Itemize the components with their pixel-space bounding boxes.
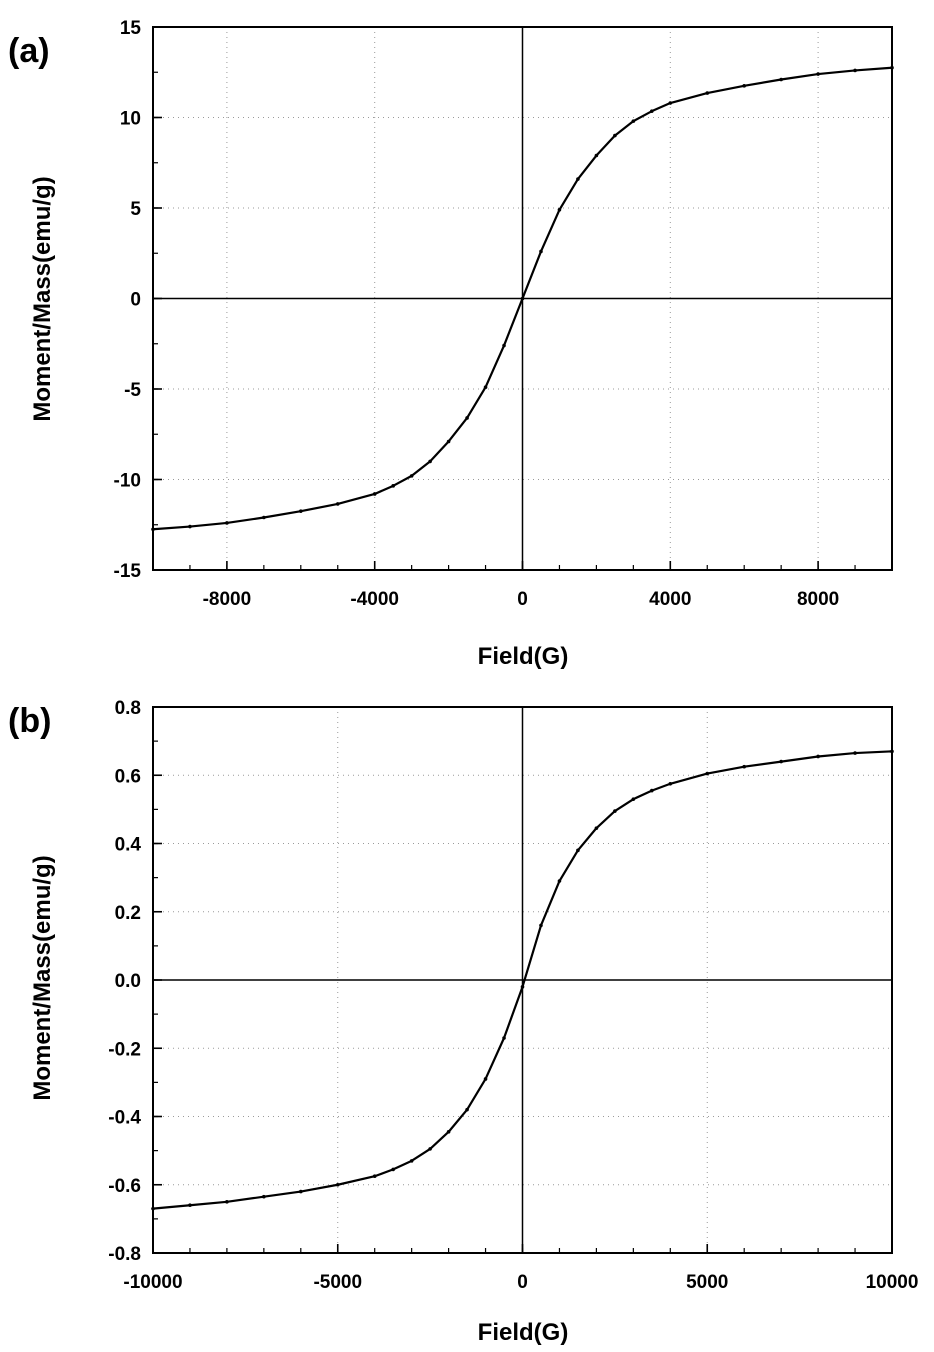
- data-point-b-27: [853, 751, 857, 755]
- y-tick-label-b-5: 0.2: [115, 903, 141, 924]
- data-point-b-25: [779, 759, 783, 764]
- x-axis-label-b: Field(G): [478, 1319, 569, 1346]
- chart-panel-b: (b) Field(G) Moment/Mass(emu/g) -10000 -5…: [8, 698, 918, 1346]
- data-point-a-15: [539, 249, 543, 254]
- data-point-a-6: [372, 492, 377, 496]
- data-point-b-9: [428, 1147, 432, 1151]
- y-tick-label-a-6: 15: [120, 18, 142, 39]
- y-tick-label-a-2: -5: [124, 380, 141, 401]
- data-point-b-18: [594, 826, 599, 830]
- data-point-b-4: [299, 1189, 303, 1194]
- data-point-b-24: [742, 764, 746, 769]
- data-point-b-15: [539, 923, 543, 928]
- data-point-b-10: [446, 1130, 451, 1134]
- data-point-a-23: [705, 91, 710, 95]
- data-point-a-9: [428, 459, 432, 464]
- data-point-a-22: [668, 101, 673, 105]
- data-point-b-26: [816, 754, 820, 759]
- data-point-a-28: [890, 65, 894, 70]
- x-tick-label-b-0: -10000: [123, 1272, 182, 1293]
- data-point-b-1: [188, 1203, 192, 1208]
- chart-panel-a: (a) Field(G) Moment/Mass(emu/g) -8000 -40…: [8, 18, 894, 670]
- data-point-b-12: [483, 1077, 488, 1081]
- data-point-b-13: [502, 1036, 506, 1040]
- data-point-b-14: [520, 985, 525, 989]
- data-point-a-1: [188, 524, 192, 529]
- data-point-b-5: [335, 1182, 340, 1187]
- data-point-a-19: [613, 133, 617, 138]
- data-point-a-18: [594, 153, 599, 158]
- data-point-b-0: [151, 1206, 155, 1211]
- data-point-a-7: [391, 484, 395, 488]
- y-tick-label-b-4: 0.0: [115, 971, 141, 992]
- data-point-b-16: [557, 879, 562, 883]
- data-point-a-0: [151, 527, 155, 532]
- panel-label-a: (a): [8, 32, 50, 70]
- panel-label-b: (b): [8, 702, 51, 740]
- x-tick-label-a-3: 4000: [649, 589, 691, 610]
- x-tick-label-b-3: 5000: [686, 1272, 728, 1293]
- data-point-a-8: [409, 474, 414, 478]
- data-point-b-22: [668, 781, 673, 786]
- y-tick-label-b-0: -0.8: [108, 1244, 141, 1265]
- x-axis-label-a: Field(G): [478, 643, 569, 670]
- data-point-a-4: [299, 509, 303, 513]
- data-point-b-2: [225, 1200, 229, 1204]
- data-point-a-16: [557, 208, 562, 212]
- data-point-a-25: [779, 77, 783, 82]
- data-point-a-12: [483, 385, 488, 389]
- data-point-a-13: [502, 343, 506, 348]
- data-point-a-14: [520, 296, 525, 301]
- data-point-b-3: [262, 1194, 266, 1199]
- data-point-a-2: [225, 521, 229, 525]
- data-point-b-20: [631, 797, 636, 801]
- data-point-b-21: [650, 788, 654, 793]
- y-tick-label-a-4: 5: [130, 199, 141, 220]
- x-tick-label-a-1: -4000: [350, 589, 399, 610]
- y-tick-label-a-3: 0: [130, 290, 141, 311]
- x-tick-label-a-4: 8000: [797, 589, 839, 610]
- data-point-a-20: [631, 119, 636, 123]
- data-point-b-19: [613, 809, 617, 813]
- data-point-a-11: [465, 416, 469, 420]
- data-point-b-23: [705, 771, 710, 776]
- data-point-b-6: [372, 1174, 377, 1179]
- data-point-a-5: [335, 502, 340, 506]
- x-tick-label-a-2: 0: [517, 589, 528, 610]
- y-tick-label-a-5: 10: [120, 109, 141, 130]
- y-tick-label-b-8: 0.8: [115, 698, 141, 719]
- data-point-a-17: [576, 177, 580, 181]
- y-tick-label-b-1: -0.6: [108, 1176, 141, 1197]
- x-tick-label-a-0: -8000: [203, 589, 252, 610]
- data-point-a-26: [816, 72, 820, 76]
- data-point-b-17: [576, 848, 580, 853]
- y-tick-label-b-3: -0.2: [108, 1039, 141, 1060]
- data-point-a-21: [650, 109, 654, 113]
- data-point-a-24: [742, 84, 746, 88]
- y-tick-label-a-0: -15: [114, 561, 142, 582]
- data-point-a-10: [446, 439, 451, 444]
- y-axis-label-a: Moment/Mass(emu/g): [29, 176, 56, 421]
- y-tick-label-a-1: -10: [114, 471, 141, 492]
- data-point-a-27: [853, 68, 857, 73]
- x-tick-label-b-4: 10000: [866, 1272, 919, 1293]
- x-tick-label-b-1: -5000: [313, 1272, 362, 1293]
- data-point-b-8: [409, 1159, 414, 1163]
- data-point-a-3: [262, 515, 266, 520]
- y-tick-label-b-2: -0.4: [108, 1108, 141, 1129]
- data-point-b-28: [890, 749, 894, 754]
- data-point-b-7: [391, 1167, 395, 1172]
- y-tick-label-b-6: 0.4: [115, 835, 142, 856]
- data-point-b-11: [465, 1107, 469, 1112]
- y-tick-label-b-7: 0.6: [115, 766, 141, 787]
- y-axis-label-b: Moment/Mass(emu/g): [29, 855, 56, 1100]
- x-tick-label-b-2: 0: [517, 1272, 528, 1293]
